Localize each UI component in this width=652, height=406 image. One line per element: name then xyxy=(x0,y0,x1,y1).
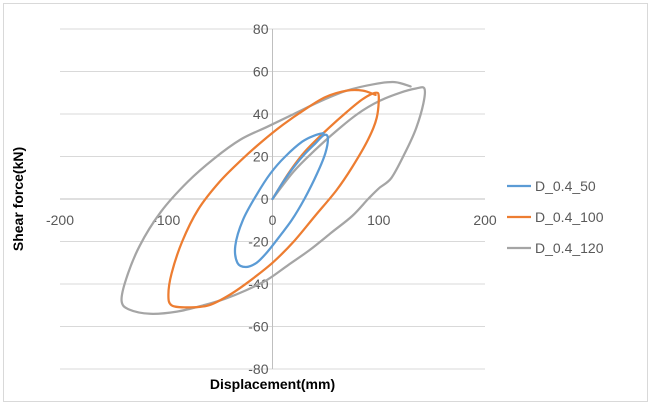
x-tick-label: -200 xyxy=(46,212,74,228)
y-tick-label: 20 xyxy=(253,149,269,165)
y-tick-label: 40 xyxy=(253,106,269,122)
y-tick-label: 80 xyxy=(253,21,269,37)
series-line-D_0.4_120 xyxy=(120,80,427,315)
series-line-D_0.4_100 xyxy=(167,88,380,309)
y-tick-label: -80 xyxy=(248,361,268,377)
legend-label: D_0.4_50 xyxy=(535,178,596,194)
y-tick-label: -20 xyxy=(248,234,268,250)
x-axis-title: Displacement(mm) xyxy=(210,376,335,392)
y-axis-title: Shear force(kN) xyxy=(10,147,26,251)
chart-area: -80 -60 -40 -20 0 20 40 60 80 -200 -100 0 100 200 Disp… xyxy=(3,3,648,402)
legend-label: D_0.4_120 xyxy=(535,240,604,256)
legend-label: D_0.4_100 xyxy=(535,209,604,225)
x-tick-label: 0 xyxy=(269,212,277,228)
y-tick-label: 60 xyxy=(253,64,269,80)
series-line-D_0.4_50 xyxy=(233,131,329,269)
x-tick-label: -100 xyxy=(152,212,180,228)
x-tick-label: 200 xyxy=(473,212,497,228)
x-tick-label: 100 xyxy=(367,212,391,228)
y-tick-label: 0 xyxy=(261,191,269,207)
y-tick-label: -60 xyxy=(248,319,268,335)
